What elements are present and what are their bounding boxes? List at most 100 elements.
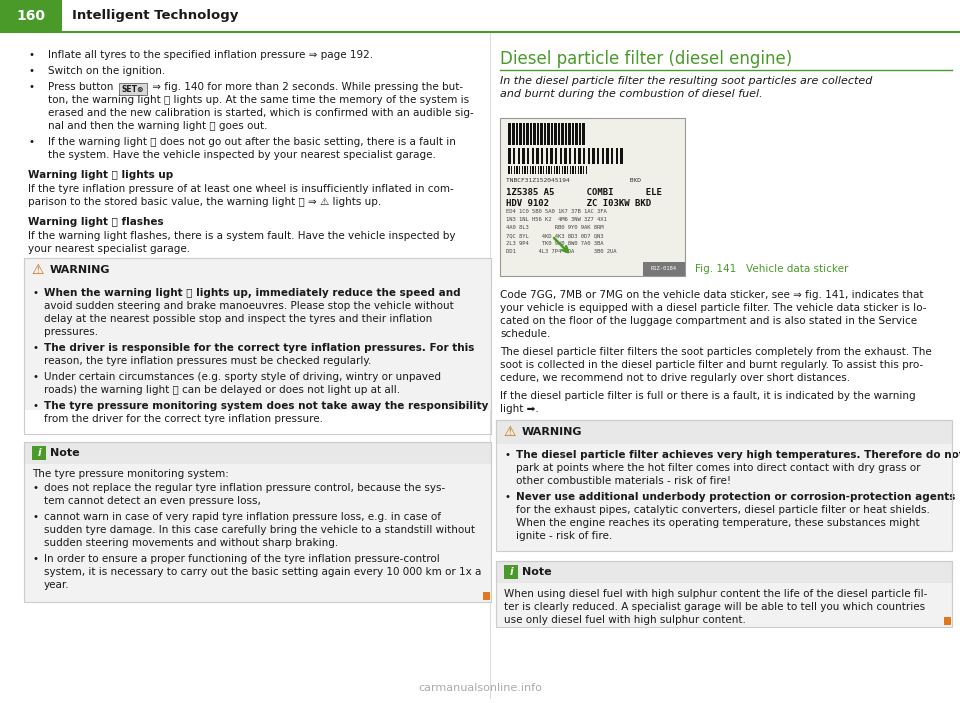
Bar <box>532 166 534 174</box>
Text: year.: year. <box>44 580 70 590</box>
Bar <box>595 148 597 164</box>
Bar <box>576 148 578 164</box>
Bar <box>541 148 543 164</box>
Bar <box>523 123 525 145</box>
Bar <box>539 166 540 174</box>
Bar <box>530 123 532 145</box>
Bar <box>579 123 581 145</box>
Text: •: • <box>28 137 34 147</box>
Bar <box>529 148 532 164</box>
Bar <box>555 166 556 174</box>
Bar <box>623 148 625 164</box>
Bar <box>569 148 571 164</box>
Bar <box>557 148 560 164</box>
Bar <box>543 123 544 145</box>
Text: 2L3 9P4    TK0 9W0 8W0 7A0 3BA: 2L3 9P4 TK0 9W0 8W0 7A0 3BA <box>506 241 604 246</box>
Bar <box>547 123 550 145</box>
Bar <box>558 123 560 145</box>
Text: •: • <box>32 343 38 353</box>
Bar <box>602 148 604 164</box>
Bar <box>555 148 557 164</box>
Text: ⚠: ⚠ <box>504 425 516 439</box>
Text: Note: Note <box>522 567 552 577</box>
Bar <box>512 123 515 145</box>
Bar <box>522 148 525 164</box>
Bar <box>546 148 548 164</box>
Text: Warning light ⓪ flashes: Warning light ⓪ flashes <box>28 217 163 227</box>
Text: Intelligent Technology: Intelligent Technology <box>72 10 238 22</box>
Text: Fig. 141   Vehicle data sticker: Fig. 141 Vehicle data sticker <box>695 264 849 274</box>
Bar <box>550 123 551 145</box>
Text: cedure, we recommend not to drive regularly over short distances.: cedure, we recommend not to drive regula… <box>500 373 851 383</box>
Bar <box>571 166 572 174</box>
Bar <box>565 123 567 145</box>
Bar <box>529 123 530 145</box>
Bar <box>579 166 580 174</box>
Text: light ➡.: light ➡. <box>500 404 539 414</box>
Bar <box>514 166 515 174</box>
Bar <box>557 123 558 145</box>
Text: SET⊗: SET⊗ <box>122 84 144 93</box>
Bar <box>582 166 583 174</box>
Bar <box>567 166 568 174</box>
Bar <box>572 123 574 145</box>
Bar <box>24 258 491 410</box>
Bar <box>513 148 515 164</box>
Bar <box>544 166 546 174</box>
Bar <box>548 148 550 164</box>
Text: •: • <box>32 288 38 298</box>
Bar <box>562 166 563 174</box>
Text: •: • <box>32 372 38 382</box>
Bar <box>553 123 554 145</box>
Bar <box>508 123 511 145</box>
Text: from the driver for the correct tyre inflation pressure.: from the driver for the correct tyre inf… <box>44 414 323 424</box>
Bar <box>550 166 551 174</box>
Text: In the diesel particle filter the resulting soot particles are collected
and bur: In the diesel particle filter the result… <box>500 76 873 99</box>
Bar <box>944 617 951 625</box>
Bar <box>587 166 588 174</box>
Bar <box>24 464 491 602</box>
Bar <box>575 123 578 145</box>
Bar <box>616 148 618 164</box>
Bar <box>511 148 513 164</box>
Bar <box>597 148 599 164</box>
Bar <box>518 166 519 174</box>
Bar <box>532 148 534 164</box>
Bar <box>511 123 512 145</box>
Text: WARNING: WARNING <box>50 265 110 275</box>
Bar <box>530 166 531 174</box>
Text: does not replace the regular tyre inflation pressure control, because the sys-: does not replace the regular tyre inflat… <box>44 483 445 493</box>
Bar <box>643 262 685 276</box>
Text: i: i <box>509 567 513 577</box>
Bar <box>508 148 511 164</box>
Bar <box>531 166 532 174</box>
Text: The diesel particle filter filters the soot particles completely from the exhaus: The diesel particle filter filters the s… <box>500 347 932 357</box>
Text: ⇒ fig. 140 for more than 2 seconds. While pressing the but-: ⇒ fig. 140 for more than 2 seconds. Whil… <box>149 82 463 92</box>
Bar <box>496 444 952 551</box>
Text: •: • <box>28 66 34 76</box>
Bar <box>525 148 527 164</box>
Text: sudden tyre damage. In this case carefully bring the vehicle to a standstill wit: sudden tyre damage. In this case careful… <box>44 525 475 535</box>
Bar <box>564 148 567 164</box>
Bar <box>550 148 553 164</box>
Bar <box>558 166 559 174</box>
Text: sudden steering movements and without sharp braking.: sudden steering movements and without sh… <box>44 538 338 548</box>
Bar <box>504 565 518 579</box>
Text: the system. Have the vehicle inspected by your nearest specialist garage.: the system. Have the vehicle inspected b… <box>48 150 436 160</box>
Bar <box>534 166 535 174</box>
Bar <box>571 123 572 145</box>
Bar <box>520 148 522 164</box>
Bar <box>582 123 585 145</box>
Bar <box>572 166 574 174</box>
Text: When using diesel fuel with high sulphur content the life of the diesel particle: When using diesel fuel with high sulphur… <box>504 589 927 599</box>
Text: tem cannot detect an even pressure loss,: tem cannot detect an even pressure loss, <box>44 496 261 506</box>
Bar <box>560 166 562 174</box>
Text: ⚠: ⚠ <box>32 263 44 277</box>
Bar <box>543 166 544 174</box>
Bar <box>496 561 952 627</box>
Text: The driver is responsible for the correct tyre inflation pressures. For this: The driver is responsible for the correc… <box>44 343 474 353</box>
Text: cated on the floor of the luggage compartment and is also stated in the Service: cated on the floor of the luggage compar… <box>500 316 917 326</box>
Bar <box>599 148 602 164</box>
Text: If the tyre inflation pressure of at least one wheel is insufficiently inflated : If the tyre inflation pressure of at lea… <box>28 184 454 194</box>
Bar <box>560 148 562 164</box>
